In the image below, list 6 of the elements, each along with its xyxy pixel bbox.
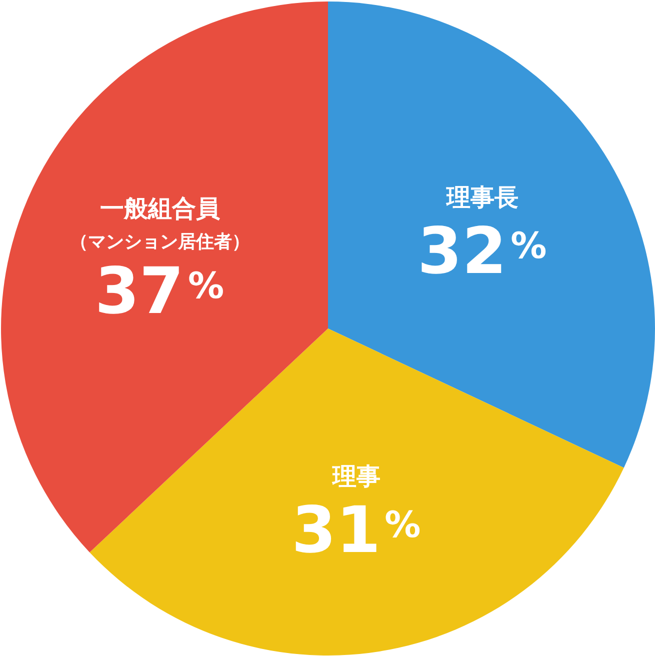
- slice-label: 一般組合員（マンション居住者）: [70, 194, 250, 252]
- slice-label: 理事長: [446, 183, 519, 212]
- data-label: 32%: [418, 215, 547, 290]
- data-label: 37%: [94, 254, 224, 329]
- data-label: 31%: [292, 494, 421, 568]
- slice-label: 理事: [332, 462, 381, 490]
